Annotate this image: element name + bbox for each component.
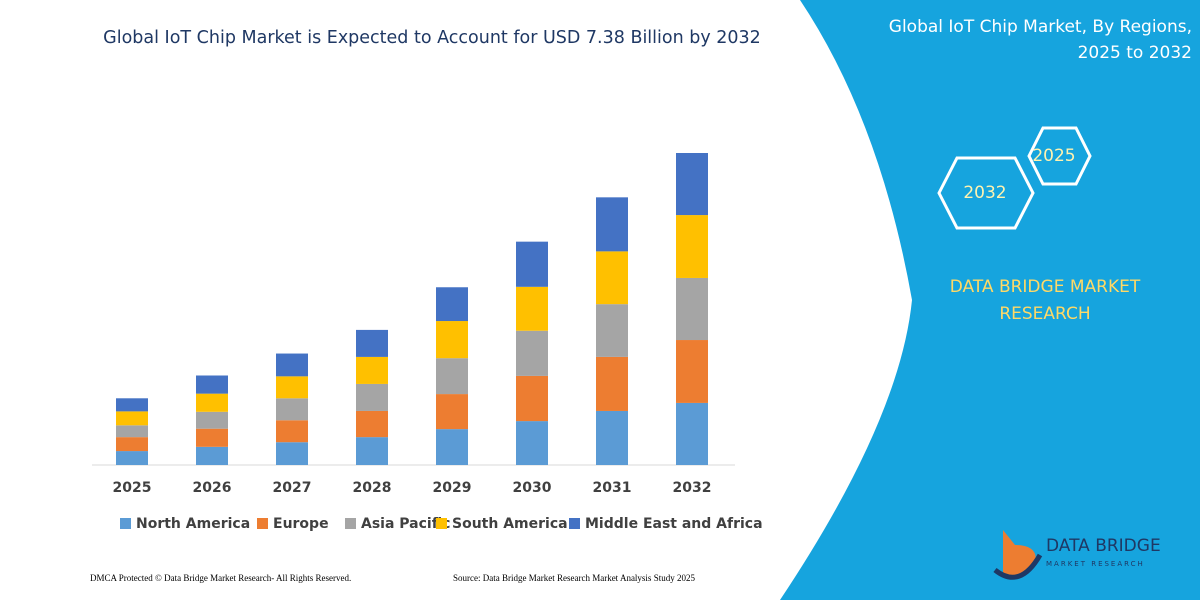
- brand: DATA BRIDGE MARKET RESEARCH: [949, 277, 1141, 324]
- bar-segment: [116, 437, 148, 452]
- bar-segment: [596, 410, 628, 465]
- bar-segment: [596, 356, 628, 411]
- logo-mark: [1003, 530, 1036, 579]
- bar-segment: [516, 286, 548, 331]
- footer-right: Source: Data Bridge Market Research Mark…: [453, 573, 695, 583]
- legend-swatch: [436, 518, 447, 529]
- x-tick-label: 2030: [513, 480, 552, 496]
- x-tick-label: 2028: [353, 480, 392, 496]
- bar-segment: [676, 402, 708, 465]
- bar-segment: [196, 428, 228, 447]
- legend-label: Asia Pacific: [361, 516, 450, 532]
- bar-segment: [516, 375, 548, 422]
- bar-segment: [116, 451, 148, 465]
- logo-name: DATA BRIDGE: [1046, 536, 1161, 556]
- bar-segment: [356, 437, 388, 465]
- bar-segment: [676, 153, 708, 216]
- x-tick-label: 2026: [193, 480, 232, 496]
- bar-segment: [596, 251, 628, 305]
- bar-segment: [196, 393, 228, 412]
- footer-left: DMCA Protected © Data Bridge Market Rese…: [90, 573, 351, 583]
- bar-segment: [676, 340, 708, 403]
- chart-title: Global IoT Chip Market is Expected to Ac…: [103, 28, 761, 48]
- hexagon: [1027, 126, 1092, 186]
- brand-box: DATA BRIDGE MARKET RESEARCH: [949, 277, 1141, 324]
- x-tick-label: 2029: [433, 480, 472, 496]
- bar-segment: [436, 358, 468, 395]
- legend-swatch: [120, 518, 131, 529]
- hexagon: [937, 156, 1035, 230]
- bar-segment: [436, 429, 468, 465]
- logo-swoosh: [993, 553, 1043, 580]
- x-tick-label: 2031: [593, 480, 632, 496]
- x-tick-label: 2025: [113, 480, 152, 496]
- bar-segment: [276, 398, 308, 421]
- bar-segment: [196, 446, 228, 465]
- bar-segment: [356, 410, 388, 438]
- bar-segment: [276, 442, 308, 465]
- bar-segment: [116, 411, 148, 426]
- legend-swatch: [257, 518, 268, 529]
- bar-segment: [116, 398, 148, 412]
- bar-segment: [516, 421, 548, 465]
- bar-segment: [516, 330, 548, 376]
- bar-segment: [676, 277, 708, 341]
- legend-swatch: [345, 518, 356, 529]
- logo-tagline: MARKET RESEARCH: [1046, 560, 1145, 568]
- bar-segment: [276, 420, 308, 443]
- bar-segment: [196, 411, 228, 429]
- hex-label: 2025: [1032, 146, 1075, 166]
- legend-swatch: [569, 518, 580, 529]
- bar-segment: [436, 321, 468, 359]
- panel-title: Global IoT Chip Market, By Regions, 2025…: [888, 17, 1192, 63]
- bar-segment: [356, 356, 388, 384]
- bar-segment: [596, 304, 628, 357]
- bar-segment: [276, 353, 308, 377]
- legend-label: North America: [136, 516, 250, 532]
- legend-label: Europe: [273, 516, 329, 532]
- bar-segment: [516, 241, 548, 287]
- bar-segment: [196, 375, 228, 394]
- hex-label: 2032: [963, 183, 1006, 203]
- legend-label: South America: [452, 516, 568, 532]
- bar-segment: [436, 287, 468, 322]
- bar-segment: [356, 329, 388, 357]
- bar-segment: [116, 425, 148, 438]
- x-tick-label: 2027: [273, 480, 312, 496]
- bar-segment: [676, 215, 708, 278]
- bar-segment: [596, 197, 628, 252]
- side-panel: [780, 0, 1200, 600]
- bar-segment: [276, 376, 308, 399]
- x-tick-label: 2032: [673, 480, 712, 496]
- panel-title-box: Global IoT Chip Market, By Regions, 2025…: [888, 17, 1192, 63]
- legend-label: Middle East and Africa: [585, 516, 763, 532]
- bar-segment: [356, 383, 388, 411]
- bar-segment: [436, 394, 468, 430]
